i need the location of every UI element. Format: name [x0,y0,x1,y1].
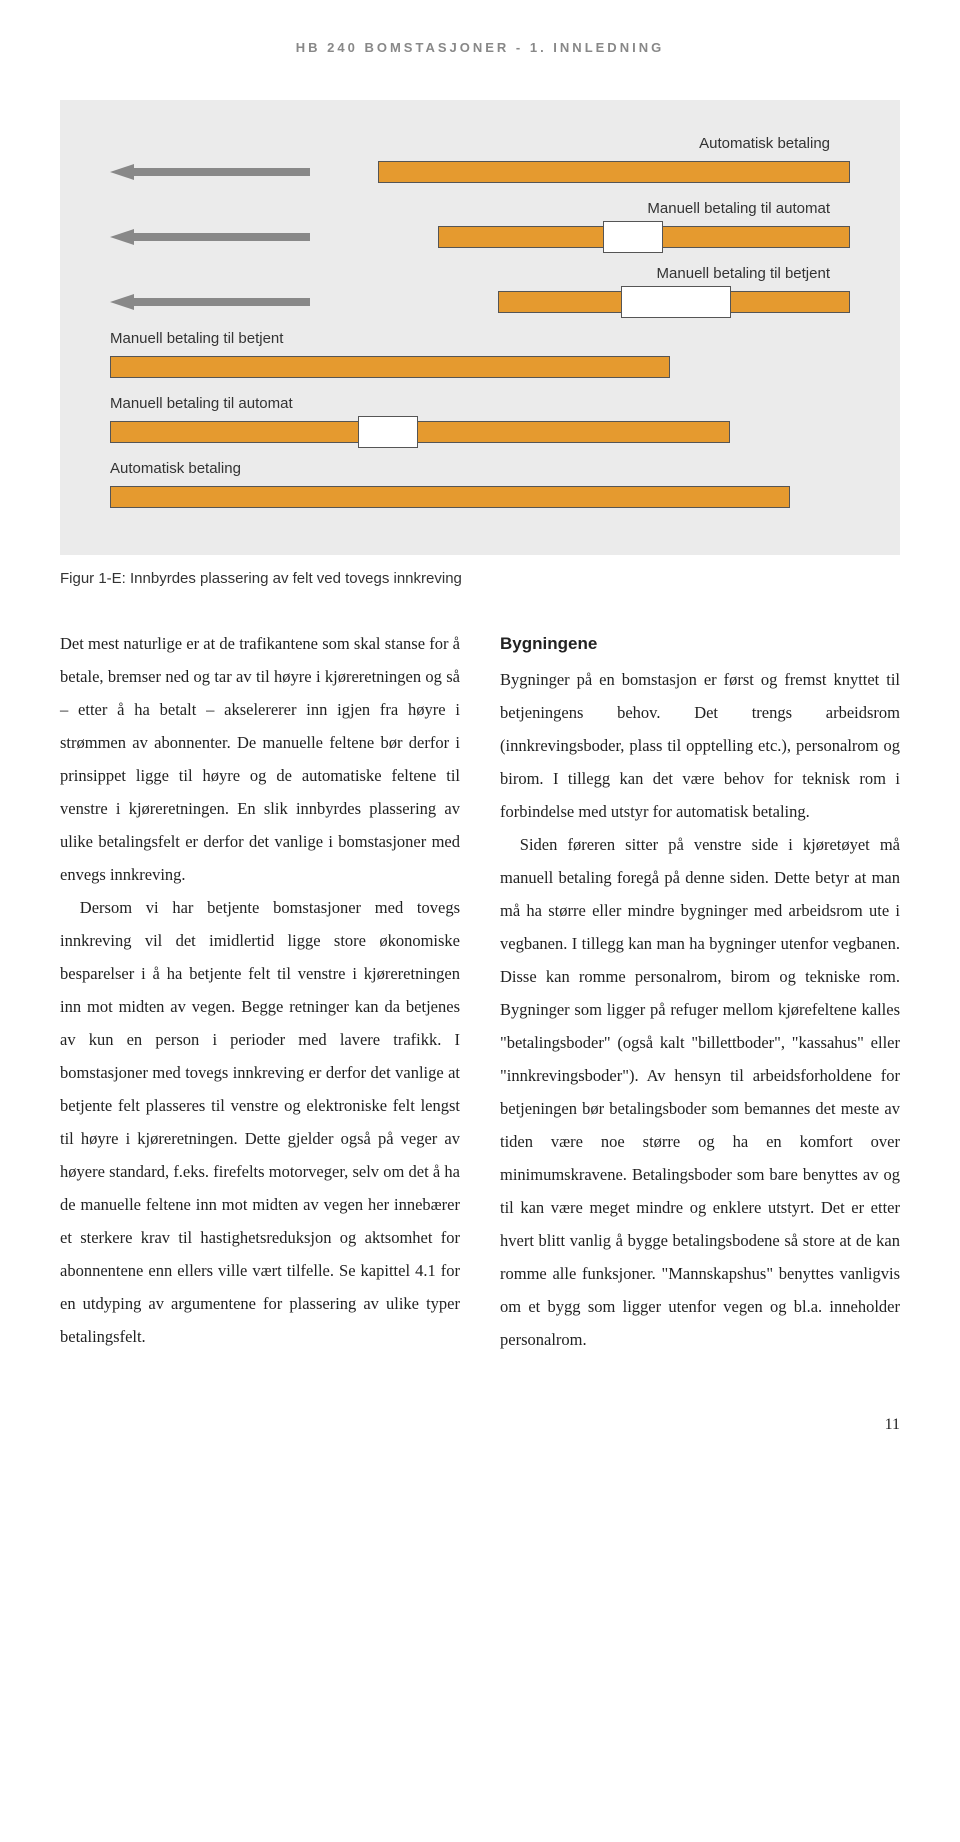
lane-bar [438,226,850,248]
left-p2: Dersom vi har betjente bomstasjoner med … [60,891,460,1353]
figure-1e: Automatisk betaling Manuell betaling til … [60,100,900,555]
toll-booth-icon [621,286,731,318]
lane-label: Manuell betaling til betjent [110,330,850,347]
right-column: Bygningene Bygninger på en bomstasjon er… [500,627,900,1356]
page-header: HB 240 BOMSTASJONER - 1. INNLEDNING [60,40,900,55]
lane-label: Manuell betaling til automat [110,395,850,412]
lane-bar [498,291,850,313]
lane-label: Manuell betaling til betjent [110,265,850,282]
right-p2: Siden føreren sitter på venstre side i k… [500,828,900,1356]
body-columns: Det mest naturlige er at de trafikantene… [60,627,900,1356]
figure-caption: Figur 1-E: Innbyrdes plassering av felt … [60,570,900,587]
right-p1: Bygninger på en bomstasjon er først og f… [500,663,900,828]
lane-graphic [110,158,850,186]
arrow-left-icon [110,294,310,310]
toll-booth-icon [358,416,418,448]
lane-row: Manuell betaling til automat [110,395,850,446]
bygningene-heading: Bygningene [500,627,900,661]
lane-graphic [110,223,850,251]
lane-label: Automatisk betaling [110,460,850,477]
lane-bar [110,486,790,508]
lane-row: Automatisk betaling [110,135,850,186]
toll-booth-icon [603,221,663,253]
arrow-left-icon [110,164,310,180]
lane-bar [378,161,850,183]
lane-graphic [110,418,850,446]
page-number: 11 [60,1416,900,1434]
lane-row: Automatisk betaling [110,460,850,511]
left-column: Det mest naturlige er at de trafikantene… [60,627,460,1356]
lane-row: Manuell betaling til betjent [110,265,850,316]
lane-graphic [110,483,850,511]
lane-bar [110,421,730,443]
left-p1: Det mest naturlige er at de trafikantene… [60,627,460,891]
arrow-left-icon [110,229,310,245]
lane-graphic [110,288,850,316]
lane-label: Automatisk betaling [110,135,850,152]
lane-graphic [110,353,850,381]
lane-bar [110,356,670,378]
lane-label: Manuell betaling til automat [110,200,850,217]
lane-row: Manuell betaling til betjent [110,330,850,381]
lane-row: Manuell betaling til automat [110,200,850,251]
